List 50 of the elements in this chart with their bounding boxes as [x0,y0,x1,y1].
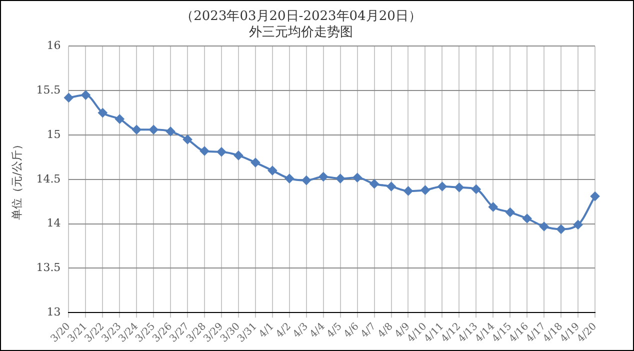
point [216,147,226,156]
point [370,179,379,188]
point [81,90,90,100]
y-tick-label: 14.5 [36,172,61,186]
x-tick-label: 4/4 [308,321,328,340]
y-tick-label: 15 [46,128,61,141]
y-axis-title: 单位（元/公斤） [10,139,24,220]
x-tick-label: 4/8 [376,321,396,340]
point [438,182,447,192]
x-tick-label: 4/5 [325,321,344,340]
point [302,176,311,185]
y-tick-label: 14 [46,216,61,230]
point [132,125,142,134]
point [200,146,210,156]
x-tick-label: 4/2 [274,321,294,340]
chart-title: （2023年03月20日-2023年04月20日） [180,9,422,24]
point [318,172,328,182]
point [268,166,277,176]
point [404,186,413,196]
point [336,174,345,184]
point [149,125,158,134]
point [386,182,396,192]
x-tick-label: 4/1 [257,321,276,340]
point [352,173,362,182]
point [115,114,124,124]
x-tick-label: 4/6 [342,321,362,340]
point [166,126,176,136]
point [98,108,108,118]
x-tick-label: 4/3 [291,321,310,340]
y-tick-label: 13.5 [36,261,61,274]
point [64,93,74,102]
point [454,182,464,192]
y-tick-label: 13 [46,305,61,318]
point [574,220,583,230]
point [522,214,532,223]
point [250,158,260,168]
point [556,224,566,234]
point [540,222,549,231]
point [472,184,481,194]
point [420,186,430,195]
point [183,134,192,144]
y-tick-label: 16 [46,39,61,52]
chart-subtitle: 外三元均价走势图 [249,24,353,40]
point [234,150,243,160]
x-tick-label: 4/7 [359,321,378,340]
point [590,192,600,201]
point [488,202,498,212]
y-tick-label: 15.5 [36,83,61,96]
point [284,174,294,184]
point [506,208,515,217]
